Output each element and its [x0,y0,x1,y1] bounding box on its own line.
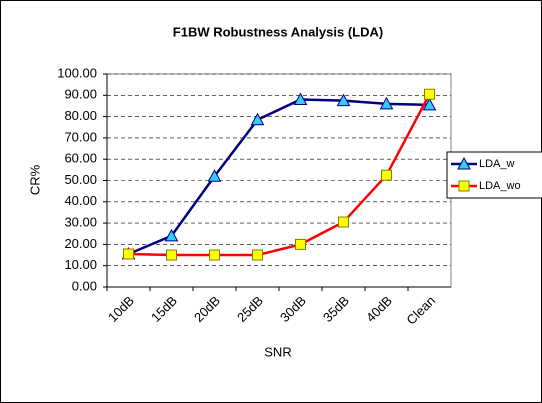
y-tick-label: 90.00 [64,87,97,102]
y-tick-label: 30.00 [64,215,97,230]
data-point [293,92,308,106]
series-line [128,93,431,257]
x-axis-title: SNR [264,344,291,359]
y-tick-label: 0.00 [72,278,97,293]
data-point [209,249,220,261]
y-tick-label: 20.00 [64,236,97,251]
legend-label: LDA_w [479,158,515,170]
data-point [295,238,306,250]
data-point [379,96,394,110]
y-tick-label: 70.00 [64,129,97,144]
series-line [128,98,430,256]
data-point [336,93,351,107]
data-point [252,249,263,261]
data-point [166,249,177,261]
data-point [338,216,349,228]
y-axis-title: CR% [27,164,42,195]
data-point [422,97,437,111]
data-point [250,112,265,126]
legend-label: LDA_wo [479,180,521,192]
data-point [123,248,134,260]
data-point [164,228,179,242]
y-tick-label: 60.00 [64,151,97,166]
chart-title: F1BW Robustness Analysis (LDA) [173,24,383,39]
y-tick-label: 80.00 [64,108,97,123]
y-tick-label: 40.00 [64,193,97,208]
y-tick-label: 100.00 [57,65,97,80]
y-tick-label: 50.00 [64,172,97,187]
data-point [424,88,435,100]
data-point [207,169,222,182]
legend-marker [458,180,470,192]
data-point [381,169,392,181]
legend-marker [457,156,471,170]
y-tick-label: 10.00 [64,257,97,272]
